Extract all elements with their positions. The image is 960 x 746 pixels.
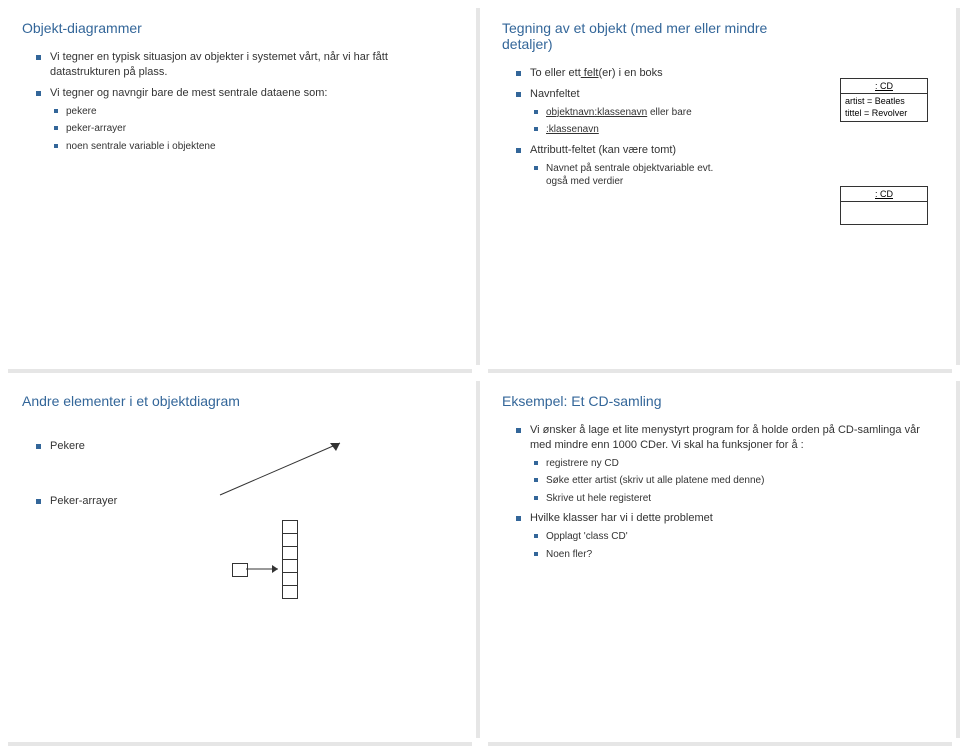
divider	[956, 8, 960, 365]
object-title: : CD	[841, 79, 927, 94]
bullet: To eller ett felt(er) i en boks	[516, 66, 721, 81]
sub-bullet: Navnet på sentrale objektvariable evt. o…	[534, 162, 721, 189]
bullet: Vi tegner en typisk situasjon av objekte…	[36, 50, 458, 80]
array-cell	[282, 546, 298, 560]
bullet: Vi ønsker å lage et lite menystyrt progr…	[516, 423, 938, 505]
slide-1: Objekt-diagrammer Vi tegner en typisk si…	[0, 0, 480, 373]
object-attr: tittel = Revolver	[845, 108, 923, 120]
divider	[8, 742, 472, 746]
bullet-text: Navnfeltet	[530, 88, 580, 100]
slide-title: Objekt-diagrammer	[22, 20, 458, 36]
array-cell	[282, 572, 298, 586]
bullet-text: Hvilke klasser har vi i dette problemet	[530, 512, 713, 524]
arrow-pointer	[210, 435, 360, 505]
array-cell	[282, 559, 298, 573]
sub-bullet: pekere	[54, 105, 458, 119]
text: objektnavn:klassenavn	[546, 107, 647, 118]
array-stack	[282, 521, 298, 599]
object-attr: artist = Beatles	[845, 96, 923, 108]
object-box-cd-full: : CD artist = Beatles tittel = Revolver	[840, 78, 928, 122]
sub-bullet: peker-arrayer	[54, 122, 458, 136]
slide-title: Andre elementer i et objektdiagram	[22, 393, 458, 409]
sub-bullet: Opplagt 'class CD'	[534, 530, 938, 544]
object-box-cd-empty: : CD	[840, 186, 928, 225]
sub-bullet: Noen fler?	[534, 548, 938, 562]
array-cell	[282, 520, 298, 534]
bullet-text: Vi ønsker å lage et lite menystyrt progr…	[530, 424, 920, 451]
divider	[488, 742, 952, 746]
sub-bullet: registrere ny CD	[534, 457, 938, 471]
sub-bullet: Søke etter artist (skriv ut alle platene…	[534, 474, 938, 488]
slide-4: Eksempel: Et CD-samling Vi ønsker å lage…	[480, 373, 960, 746]
divider	[956, 381, 960, 738]
bullet: Vi tegner og navngir bare de mest sentra…	[36, 86, 458, 153]
array-cell	[282, 585, 298, 599]
bullet: Hvilke klasser har vi i dette problemet …	[516, 511, 938, 561]
slide-title: Eksempel: Et CD-samling	[502, 393, 938, 409]
text: eller bare	[647, 107, 691, 118]
bullet: Attributt-feltet (kan være tomt) Navnet …	[516, 143, 721, 189]
sub-bullet: :klassenavn	[534, 123, 721, 137]
slide-title: Tegning av et objekt (med mer eller mind…	[502, 20, 782, 52]
bullet: Navnfeltet objektnavn:klassenavn eller b…	[516, 87, 721, 137]
bullet-text: Attributt-feltet (kan være tomt)	[530, 144, 676, 156]
slide-3: Andre elementer i et objektdiagram Peker…	[0, 373, 480, 746]
slide-2: Tegning av et objekt (med mer eller mind…	[480, 0, 960, 373]
sub-bullet: noen sentrale variable i objektene	[54, 140, 458, 154]
bullet-text: Vi tegner og navngir bare de mest sentra…	[50, 87, 327, 99]
sub-bullet: objektnavn:klassenavn eller bare	[534, 106, 721, 120]
object-title: : CD	[841, 187, 927, 202]
array-cell	[282, 533, 298, 547]
sub-bullet: Skrive ut hele registeret	[534, 492, 938, 506]
bullet-text: To eller ett felt(er) i en boks	[530, 67, 663, 79]
